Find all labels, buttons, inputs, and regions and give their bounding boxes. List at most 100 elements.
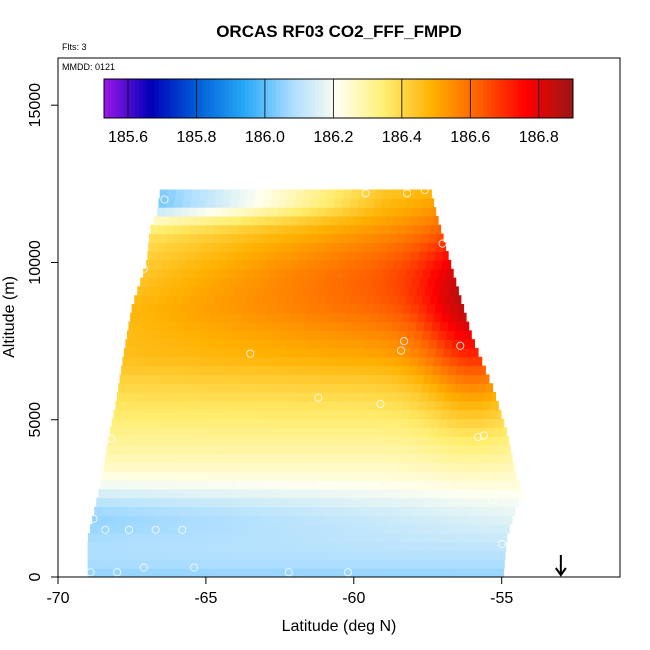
heatmap-cell xyxy=(208,453,218,464)
heatmap-cell xyxy=(254,224,263,235)
heatmap-cell xyxy=(333,506,343,516)
heatmap-cell xyxy=(192,321,201,331)
colorbar-segment xyxy=(283,79,289,118)
heatmap-cell xyxy=(219,348,229,358)
heatmap-cell xyxy=(462,550,472,560)
heatmap-cell xyxy=(248,453,258,464)
heatmap-cell xyxy=(306,356,315,367)
colorbar-segment xyxy=(213,79,218,118)
heatmap-cell xyxy=(196,277,205,287)
heatmap-cell xyxy=(390,224,399,235)
heatmap-cell xyxy=(214,383,223,393)
heatmap-cell xyxy=(408,286,418,296)
heatmap-cell xyxy=(384,286,394,296)
heatmap-cell xyxy=(361,488,371,499)
heatmap-cell xyxy=(307,436,317,446)
heatmap-cell xyxy=(256,497,265,508)
heatmap-cell xyxy=(351,189,360,199)
colorbar-segment xyxy=(553,79,558,118)
heatmap-cell xyxy=(439,550,448,560)
heatmap-cell xyxy=(271,550,280,560)
heatmap-cell xyxy=(453,427,462,437)
heatmap-cell xyxy=(199,462,208,472)
heatmap-cell xyxy=(383,541,392,552)
heatmap-cell xyxy=(420,339,430,349)
heatmap-cell xyxy=(343,418,352,428)
heatmap-cell xyxy=(348,233,358,243)
heatmap-cell xyxy=(365,427,374,437)
heatmap-cell xyxy=(217,215,227,226)
heatmap-cell xyxy=(222,383,231,393)
heatmap-cell xyxy=(186,312,195,323)
heatmap-cell xyxy=(182,224,191,235)
heatmap-cell xyxy=(288,321,297,331)
heatmap-cell xyxy=(444,392,453,402)
heatmap-cell xyxy=(95,550,105,560)
colorbar-segment xyxy=(385,79,390,118)
heatmap-cell xyxy=(406,198,415,208)
heatmap-cell xyxy=(399,568,408,578)
heatmap-cell xyxy=(221,339,230,349)
heatmap-cell xyxy=(250,488,259,499)
colorbar-segment xyxy=(377,79,382,118)
heatmap-cell xyxy=(215,374,225,384)
heatmap-cell xyxy=(292,392,302,402)
heatmap-cell xyxy=(300,233,310,243)
heatmap-cell xyxy=(166,198,175,208)
heatmap-cell xyxy=(427,480,437,490)
heatmap-cell xyxy=(183,541,192,552)
heatmap-cell xyxy=(148,515,157,525)
heatmap-cell xyxy=(415,374,424,384)
heatmap-cell xyxy=(257,524,267,534)
heatmap-cell xyxy=(236,277,245,287)
heatmap-cell xyxy=(439,559,448,569)
heatmap-cell xyxy=(241,312,251,323)
heatmap-cell xyxy=(204,392,214,402)
heatmap-cell xyxy=(312,286,322,296)
heatmap-cell xyxy=(415,550,424,560)
heatmap-cell xyxy=(430,330,439,340)
heatmap-cell xyxy=(209,409,218,420)
heatmap-cell xyxy=(324,480,333,490)
heatmap-cell xyxy=(251,436,261,446)
heatmap-cell xyxy=(226,488,235,499)
heatmap-cell xyxy=(297,524,307,534)
heatmap-cell xyxy=(367,189,376,199)
heatmap-cell xyxy=(181,207,190,217)
heatmap-cell xyxy=(339,251,348,261)
heatmap-cell xyxy=(470,559,480,569)
heatmap-cell xyxy=(376,286,386,296)
heatmap-cell xyxy=(230,198,239,208)
heatmap-cell xyxy=(284,233,294,243)
heatmap-cell xyxy=(293,383,303,393)
colorbar-segment xyxy=(569,79,574,118)
heatmap-cell xyxy=(226,444,235,455)
x-axis-label: Latitude (deg N) xyxy=(282,618,397,635)
heatmap-cell xyxy=(342,268,352,279)
heatmap-cell xyxy=(404,233,414,243)
heatmap-cell xyxy=(241,409,250,420)
heatmap-cell xyxy=(227,348,237,358)
heatmap-cell xyxy=(263,533,273,543)
heatmap-cell xyxy=(393,524,403,534)
heatmap-cell xyxy=(164,277,173,287)
heatmap-cell xyxy=(174,330,184,340)
heatmap-cell xyxy=(204,480,213,490)
heatmap-cell xyxy=(367,462,376,472)
heatmap-cell xyxy=(130,312,139,323)
heatmap-cell xyxy=(371,242,381,252)
heatmap-cell xyxy=(163,400,172,411)
heatmap-cell xyxy=(196,392,206,402)
heatmap-cell xyxy=(447,541,456,552)
heatmap-cell xyxy=(389,295,399,305)
heatmap-cell xyxy=(435,304,444,314)
heatmap-cell xyxy=(279,462,288,472)
heatmap-cell xyxy=(331,515,341,525)
heatmap-cell xyxy=(399,550,408,560)
heatmap-cell xyxy=(375,559,384,569)
heatmap-cell xyxy=(294,330,304,340)
heatmap-cell xyxy=(309,339,318,349)
heatmap-cell xyxy=(281,215,291,226)
heatmap-cell xyxy=(289,259,299,270)
heatmap-cell xyxy=(204,242,213,252)
